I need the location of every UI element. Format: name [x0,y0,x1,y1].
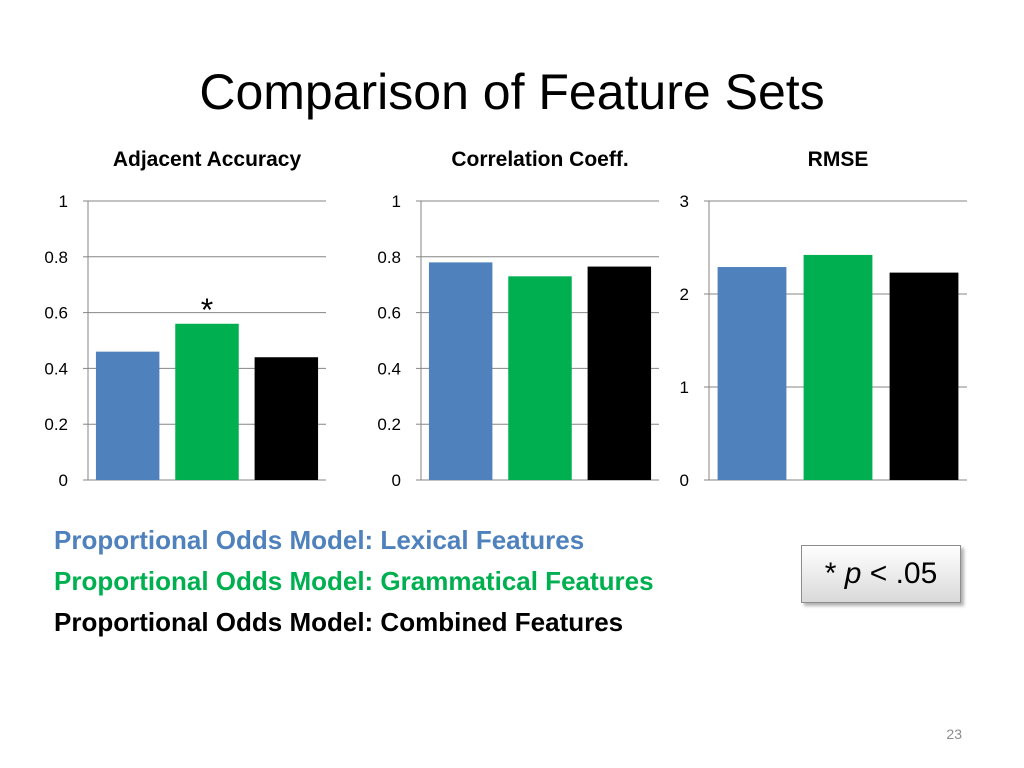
page-number: 23 [946,726,962,742]
slide-title: Comparison of Feature Sets [199,64,825,120]
y-tick-label: 1 [392,192,401,211]
legend-item-lexical: Proportional Odds Model: Lexical Feature… [54,525,585,555]
chart-title: Adjacent Accuracy [113,148,302,171]
y-tick-label: 0.8 [44,248,68,267]
y-tick-label: 0 [392,471,401,490]
y-tick-label: 0.2 [377,415,401,434]
note-p-symbol: p [844,557,862,590]
charts-area: Adjacent Accuracy 0 0.2 0.4 0.6 0.8 1 * Correlat… [0,140,1024,500]
legend-item-grammatical: Proportional Odds Model: Grammatical Fea… [54,566,654,596]
y-tick-label: 0.4 [377,359,401,378]
y-tick-label: 2 [680,285,689,304]
legend-item-combined: Proportional Odds Model: Combined Featur… [54,607,624,637]
y-tick-label: 1 [59,192,68,211]
y-tick-label: 3 [680,192,689,211]
chart-title: Correlation Coeff. [451,148,628,171]
y-tick-label: 0.6 [44,304,68,323]
bar [717,267,787,480]
bar [254,357,319,480]
bar-charts: Adjacent Accuracy 0 0.2 0.4 0.6 0.8 1 * Correlat… [44,148,967,490]
y-tick-label: 0.6 [377,304,401,323]
significance-star: * [201,292,213,328]
significance-note: * p < .05 [801,545,961,603]
bar [508,276,572,480]
y-tick-label: 0 [680,471,689,490]
y-tick-label: 1 [680,378,689,397]
y-tick-label: 0.2 [44,415,68,434]
chart-title: RMSE [808,148,869,171]
bar [889,272,959,480]
note-threshold: < .05 [861,557,938,590]
bar [95,351,160,480]
bar [175,323,239,480]
y-tick-label: 0 [59,471,68,490]
bar [803,254,873,480]
legend: Proportional Odds Model: Lexical Feature… [54,520,654,643]
note-star: * [824,557,845,590]
y-tick-label: 0.4 [44,359,68,378]
bar [587,266,652,480]
bar [428,262,493,480]
y-tick-label: 0.8 [377,248,401,267]
